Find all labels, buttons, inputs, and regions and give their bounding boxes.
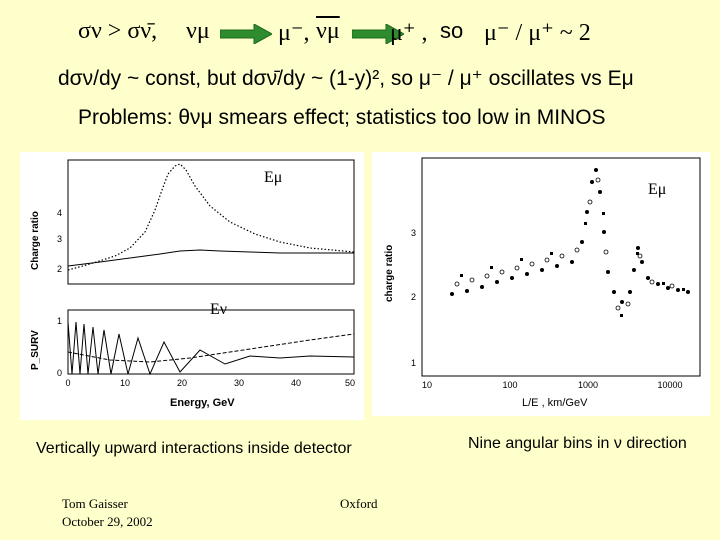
right-arrow-icon — [220, 24, 272, 44]
right-ytick-1: 1 — [411, 358, 416, 368]
right-ytick-2: 2 — [411, 292, 416, 302]
left-ylabel-top: Charge ratio — [30, 211, 41, 270]
header-so: so — [440, 18, 464, 43]
charge-ratio-solid-curve — [67, 249, 354, 267]
line-3: Problems: θνμ smears effect; statistics … — [78, 106, 606, 129]
charge-ratio-dotted-curve — [67, 163, 355, 271]
right-ylabel: charge ratio — [384, 245, 395, 302]
header-relation: σν > σν̄, — [78, 18, 158, 44]
header-nubar-mu: νμ — [316, 18, 340, 44]
left-label-enu: Eν — [210, 301, 227, 318]
ytick-top-4: 4 — [57, 208, 62, 218]
right-xtick-10000: 10000 — [657, 380, 682, 390]
header-ratio: μ⁻ / μ⁺ ~ 2 — [484, 20, 591, 46]
ytick-bottom-1: 1 — [57, 316, 62, 326]
footer-author: Tom Gaisser — [62, 496, 128, 511]
left-xlabel: Energy, GeV — [170, 397, 235, 409]
header-mu-minus: μ⁻, — [278, 20, 310, 46]
xtick-5: 50 — [345, 378, 355, 388]
psurv-oscillation — [67, 321, 355, 376]
footer-date: October 29, 2002 — [62, 514, 153, 529]
left-caption: Vertically upward interactions inside de… — [36, 440, 352, 457]
right-plot-svg: 10 100 1000 10000 1 2 3 L/E , km/GeV cha… — [384, 157, 701, 409]
header-mu-plus: μ⁺ , — [390, 20, 428, 46]
psurv-smeared-curve — [67, 333, 355, 363]
left-plot-svg: 0 10 20 30 40 50 2 3 4 1 0 Energy, GeV C… — [30, 159, 355, 409]
right-ytick-3: 3 — [411, 228, 416, 238]
ytick-top-3: 3 — [57, 234, 62, 244]
right-caption: Nine angular bins in ν direction — [468, 435, 687, 452]
right-label-emu: Eμ — [648, 181, 666, 198]
right-xtick-1000: 1000 — [578, 380, 598, 390]
footer-place: Oxford — [340, 496, 378, 511]
xtick-4: 40 — [291, 378, 301, 388]
right-xlabel: L/E , km/GeV — [522, 397, 588, 409]
left-label-emu: Eμ — [264, 169, 282, 186]
left-ylabel-bottom: P_SURV — [30, 330, 41, 370]
xtick-0: 0 — [65, 378, 70, 388]
xtick-3: 30 — [234, 378, 244, 388]
header-nu-mu: νμ — [186, 18, 210, 44]
right-xtick-10: 10 — [422, 380, 432, 390]
right-xtick-100: 100 — [502, 380, 517, 390]
right-plot-panel: 10 100 1000 10000 1 2 3 L/E , km/GeV cha… — [372, 152, 710, 416]
xtick-1: 10 — [120, 378, 130, 388]
left-plot-panel: 0 10 20 30 40 50 2 3 4 1 0 Energy, GeV C… — [20, 152, 364, 420]
xtick-2: 20 — [177, 378, 187, 388]
right-arrow-icon — [352, 24, 404, 44]
ytick-bottom-0: 0 — [57, 368, 62, 378]
ytick-top-2: 2 — [57, 264, 62, 274]
line-2: dσν/dy ~ const, but dσν̄/dy ~ (1-y)², so… — [58, 67, 634, 90]
